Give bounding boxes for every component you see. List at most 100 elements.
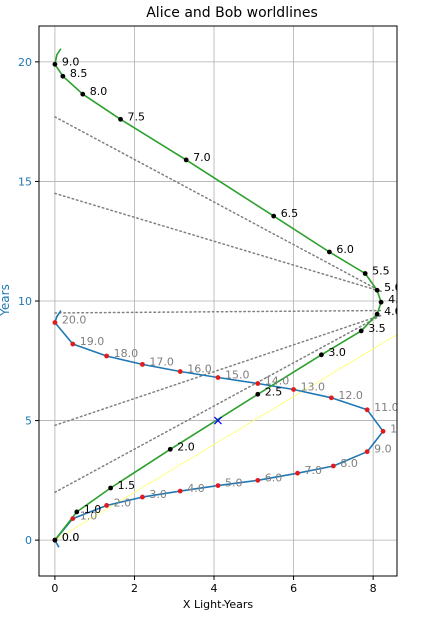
alice-point-label-15: 8.0 bbox=[90, 85, 108, 98]
bob-point-label-9: 9.0 bbox=[374, 443, 392, 456]
bob-point-label-19: 19.0 bbox=[80, 335, 105, 348]
alice-point-label-5: 3.0 bbox=[328, 346, 346, 359]
bob-point-label-7: 7.0 bbox=[305, 464, 323, 477]
simultaneity-line-4 bbox=[54, 116, 382, 293]
y-tick-label-2: 10 bbox=[18, 295, 32, 308]
bob-point-19 bbox=[70, 341, 76, 347]
simultaneity-line-3 bbox=[54, 192, 382, 293]
bob-point-16 bbox=[177, 369, 183, 374]
bob-point-7 bbox=[295, 470, 300, 476]
bob-point-11 bbox=[364, 407, 370, 413]
bob-point-5 bbox=[215, 483, 221, 489]
alice-point-4 bbox=[255, 391, 261, 397]
alice-worldline bbox=[54, 48, 382, 541]
bob-point-10 bbox=[380, 428, 386, 434]
bob-point-17 bbox=[140, 361, 145, 367]
bob-point-label-6: 6.0 bbox=[265, 471, 283, 484]
alice-point-label-16: 8.5 bbox=[70, 67, 88, 80]
bob-point-label-17: 17.0 bbox=[149, 355, 174, 368]
bob-point-18 bbox=[104, 353, 110, 359]
bob-point-label-0: 0.0 bbox=[62, 531, 80, 544]
x-tick-label-0: 0 bbox=[51, 582, 58, 595]
x-axis-label: X Light-Years bbox=[183, 598, 253, 611]
alice-point-12 bbox=[271, 213, 277, 219]
bob-point-6 bbox=[255, 477, 261, 483]
alice-point-label-1: 1.0 bbox=[84, 503, 102, 516]
bob-point-15 bbox=[215, 375, 221, 380]
y-axis-ticks: 0 5 10 15 20 bbox=[18, 56, 39, 547]
bob-point-4 bbox=[177, 488, 183, 494]
bob-point-label-20: 20.0 bbox=[62, 314, 87, 327]
x-tick-label-2: 4 bbox=[211, 582, 218, 595]
bob-point-1 bbox=[70, 516, 76, 522]
bob-point-14 bbox=[255, 381, 261, 386]
bob-point-12 bbox=[328, 395, 334, 401]
alice-point-15 bbox=[80, 91, 86, 97]
alice-point-3 bbox=[167, 446, 173, 452]
alice-point-9 bbox=[374, 287, 380, 293]
bob-point-label-15: 15.0 bbox=[225, 369, 250, 382]
alice-point-label-14: 7.5 bbox=[128, 110, 145, 123]
alice-point-label-12: 6.5 bbox=[281, 207, 299, 220]
bob-point-label-13: 13.0 bbox=[301, 380, 326, 393]
alice-point-label-8: 4.5 bbox=[388, 293, 406, 306]
bob-point-label-8: 8.0 bbox=[340, 457, 358, 470]
simultaneity-line-1 bbox=[54, 314, 382, 427]
point-labels-layer: 0.01.02.03.04.05.06.07.08.09.010.011.012… bbox=[62, 55, 415, 544]
chart-title: Alice and Bob worldlines bbox=[146, 5, 318, 21]
bob-point-9 bbox=[364, 449, 370, 455]
alice-point-label-13: 7.0 bbox=[193, 151, 211, 164]
bob-point-13 bbox=[291, 387, 296, 392]
bob-point-label-3: 3.0 bbox=[149, 488, 167, 501]
grid bbox=[39, 26, 397, 576]
alice-point-label-2: 1.5 bbox=[118, 479, 136, 492]
alice-point-label-4: 2.5 bbox=[265, 385, 283, 398]
alice-point-8 bbox=[378, 299, 384, 305]
bob-point-label-12: 12.0 bbox=[338, 389, 363, 402]
bob-point-label-2: 2.0 bbox=[114, 496, 132, 509]
x-tick-label-4: 8 bbox=[370, 582, 377, 595]
bob-point-label-10: 10.0 bbox=[390, 422, 415, 435]
alice-point-14 bbox=[118, 116, 123, 122]
x-axis-ticks: 0 2 4 6 8 bbox=[51, 576, 377, 595]
simultaneity-line-2 bbox=[54, 309, 382, 314]
alice-point-0 bbox=[52, 537, 58, 543]
x-tick-label-3: 6 bbox=[290, 582, 297, 595]
alice-point-16 bbox=[60, 73, 66, 79]
y-tick-label-4: 20 bbox=[18, 56, 32, 69]
alice-point-label-10: 5.5 bbox=[372, 265, 390, 278]
y-tick-label-3: 15 bbox=[18, 175, 32, 188]
marker-x-b bbox=[214, 416, 222, 425]
bob-point-label-14: 14.0 bbox=[265, 375, 290, 388]
y-axis-label: Years bbox=[0, 284, 12, 317]
alice-point-label-3: 2.0 bbox=[177, 440, 195, 453]
bob-point-label-5: 5.0 bbox=[225, 477, 243, 490]
bob-point-8 bbox=[330, 463, 336, 469]
bob-point-label-1: 1.0 bbox=[80, 510, 98, 523]
alice-point-label-11: 6.0 bbox=[336, 243, 354, 256]
light-line-layer bbox=[54, 334, 397, 541]
alice-point-label-17: 9.0 bbox=[62, 55, 80, 68]
y-tick-label-1: 5 bbox=[25, 415, 32, 428]
alice-point-label-9: 5.0 bbox=[384, 281, 402, 294]
y-tick-label-0: 0 bbox=[25, 534, 32, 547]
alice-point-label-0: 0.0 bbox=[62, 531, 80, 544]
alice-point-5 bbox=[319, 352, 324, 358]
alice-point-17 bbox=[52, 61, 58, 67]
bob-point-3 bbox=[140, 494, 145, 500]
bob-point-label-11: 11.0 bbox=[374, 401, 399, 414]
alice-point-10 bbox=[362, 271, 368, 276]
points-layer bbox=[52, 61, 386, 543]
alice-point-6 bbox=[358, 328, 364, 334]
simultaneity-line-0 bbox=[54, 314, 382, 494]
bob-point-20 bbox=[52, 320, 58, 325]
bob-point-label-18: 18.0 bbox=[114, 347, 139, 360]
alice-point-13 bbox=[183, 157, 189, 163]
alice-point-2 bbox=[108, 485, 113, 491]
alice-point-label-6: 3.5 bbox=[368, 322, 386, 335]
alice-point-label-7: 4.0 bbox=[384, 305, 402, 318]
bob-point-2 bbox=[104, 503, 110, 508]
bob-worldline bbox=[54, 310, 384, 548]
